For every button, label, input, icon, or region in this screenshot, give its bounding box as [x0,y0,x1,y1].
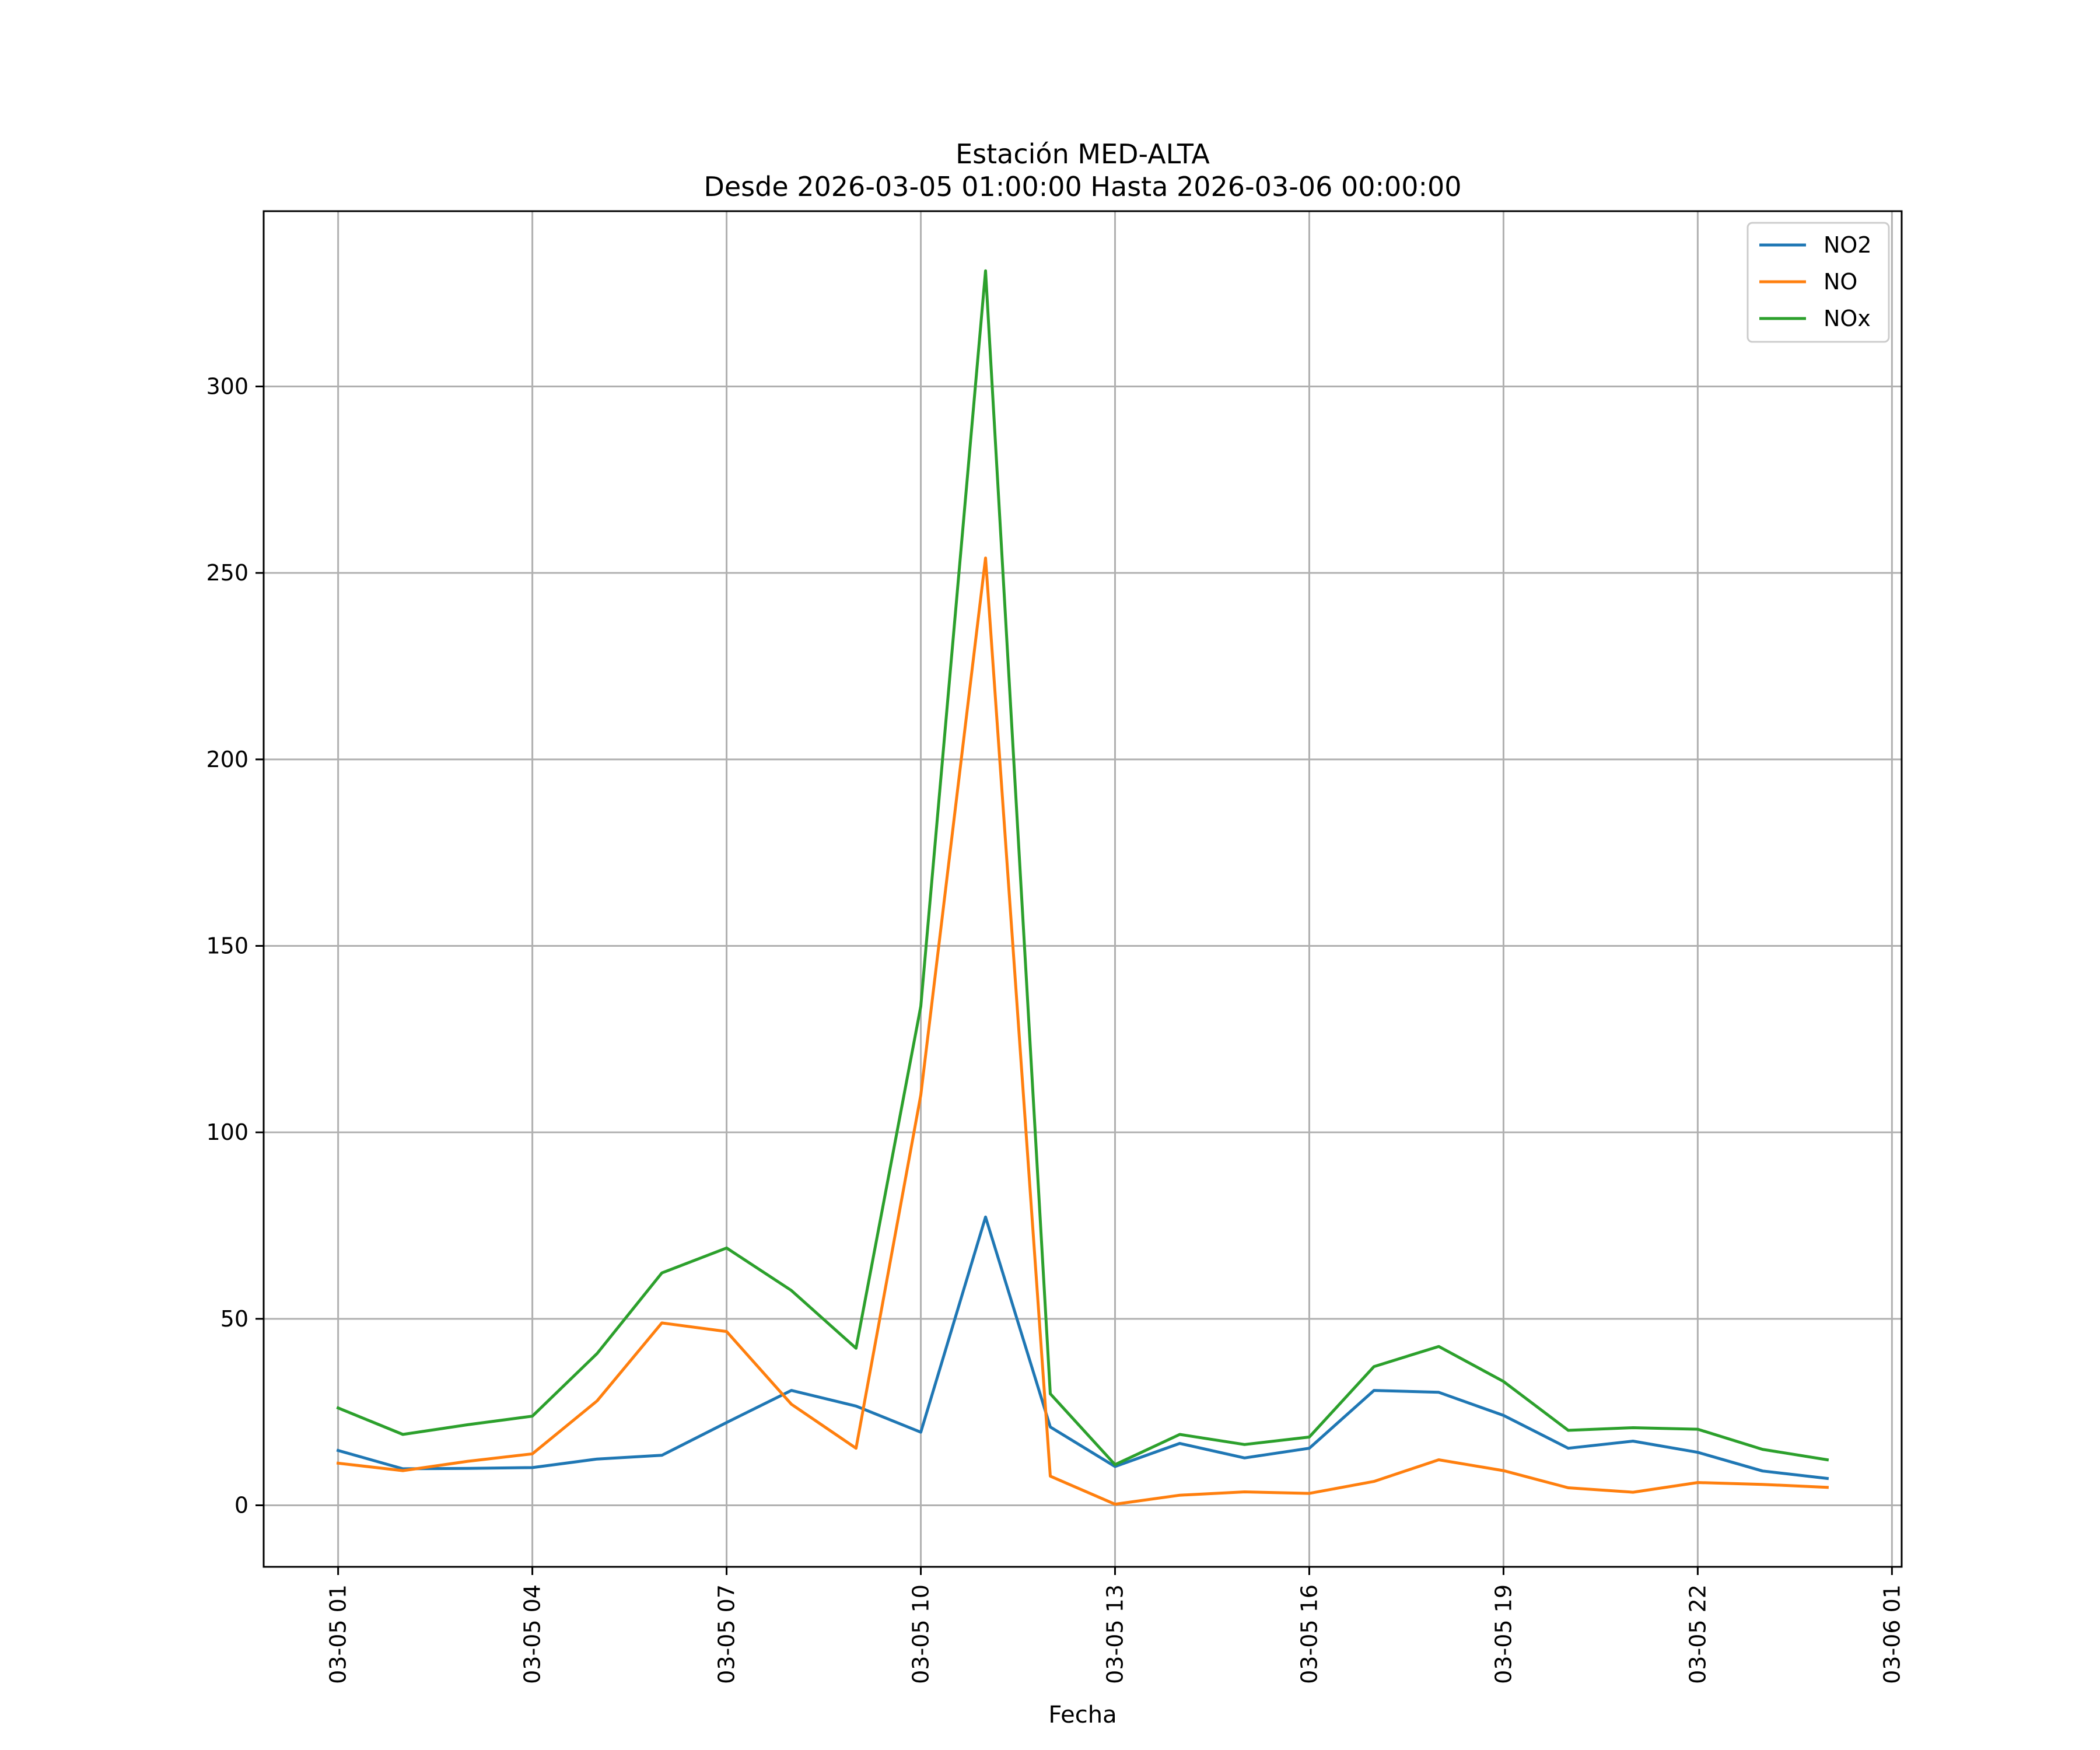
x-axis-label: Fecha [1048,1702,1116,1728]
y-tick-labels: 0 50 100 150 200 250 300 [206,373,249,1518]
chart-subtitle: Desde 2026-03-05 01:00:00 Hasta 2026-03-… [704,171,1461,202]
chart-title: Estación MED-ALTA [956,138,1210,170]
x-tick-label: 03-05 19 [1490,1584,1516,1684]
y-tick-label: 300 [206,373,249,399]
x-tick-label: 03-06 01 [1879,1584,1905,1684]
y-tick-label: 100 [206,1119,249,1145]
legend-label-no: NO [1824,269,1857,295]
x-tick-label: 03-05 07 [714,1584,740,1684]
axis-ticks [256,385,1893,1575]
y-tick-label: 150 [206,933,249,958]
series-line-no2 [336,1215,1829,1480]
series-lines [336,269,1829,1506]
y-tick-label: 200 [206,747,249,772]
legend: NO2 NO NOx [1746,222,1890,343]
series-line-no [336,556,1829,1506]
x-tick-label: 03-05 10 [908,1584,934,1684]
grid [264,211,1902,1567]
x-tick-labels: 03-05 01 03-05 04 03-05 07 03-05 10 03-05 13… [326,1584,1905,1684]
x-tick-label: 03-05 22 [1685,1584,1710,1684]
plot-frame [262,210,1903,1568]
legend-label-nox: NOx [1824,306,1871,331]
y-tick-label: 50 [220,1306,249,1332]
x-tick-label: 03-05 01 [326,1584,351,1684]
y-tick-label: 250 [206,560,249,586]
x-tick-label: 03-05 16 [1296,1584,1322,1684]
y-tick-label: 0 [235,1493,249,1518]
series-line-nox [336,269,1829,1466]
x-tick-label: 03-05 13 [1102,1584,1128,1684]
legend-label-no2: NO2 [1824,232,1872,258]
legend-box [1746,222,1890,343]
x-tick-label: 03-05 04 [520,1584,545,1684]
